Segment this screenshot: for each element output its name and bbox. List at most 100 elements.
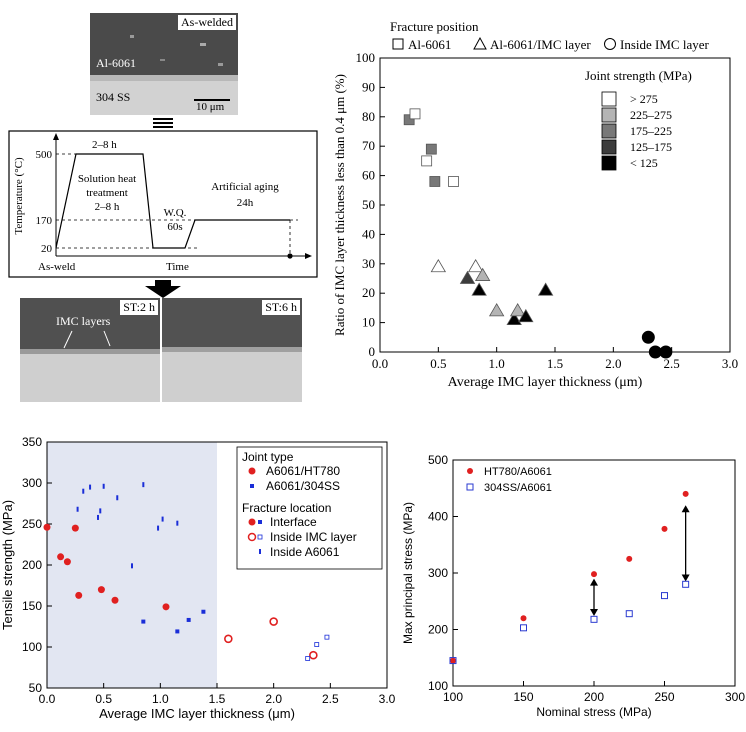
data-point [63,558,71,566]
arrow-head-up [681,505,690,513]
data-point [682,580,690,588]
y-axis-label: Ratio of IMC layer thickness less than 0… [332,74,347,336]
data-point-circle [641,330,655,344]
ht-start-label: As-weld [38,261,76,273]
legend-box [236,446,383,570]
data-point-square [429,176,441,187]
ht-solution-1: Solution heat [78,173,136,185]
data-point [75,591,83,599]
data-point [57,553,65,561]
legend-joint-label: A6061/304SS [266,479,340,493]
y-tick-label: 200 [428,623,448,637]
x-tick-label: 0.5 [430,356,446,371]
data-point [625,610,633,618]
data-point-square [421,155,433,167]
legend-fracture-marker [259,549,261,554]
data-point [591,571,597,578]
legend-joint-label: A6061/HT780 [266,464,340,478]
ht-solution-2: treatment [86,187,128,199]
ht-wq-2: 60s [167,221,182,233]
arrow-head-down [590,608,598,616]
x-axis-label: Average IMC layer thickness (μm) [99,706,295,721]
data-point-square [425,143,437,155]
legend-fracture-title: Fracture location [242,501,331,515]
y-tick-label: 150 [22,599,42,613]
data-point [141,619,146,624]
legend-shape-label: Al-6061/IMC layer [490,37,591,52]
data-point [89,484,92,490]
data-point [682,490,689,497]
data-point-triangle [474,267,491,281]
data-point [661,592,668,600]
ht-ytick-500: 500 [36,149,53,161]
data-point [175,629,180,634]
scale-label: 10 μm [196,101,225,113]
st6-tag: ST:6 h [262,300,300,315]
legend-marker [467,468,473,474]
data-point [162,603,170,611]
scale-bar [194,99,230,101]
data-point-square [409,108,421,120]
y-tick-label: 300 [22,476,42,490]
x-tick-label: 0.0 [39,692,56,706]
strength-swatch [601,91,617,107]
data-point [324,634,330,640]
y-tick-label: 50 [29,681,43,695]
legend-fracture-marker [258,520,262,524]
data-point [269,617,278,626]
ss304-label: 304 SS [96,90,131,104]
ht-aging-1: Artificial aging [211,181,279,193]
legend-fracture-marker [248,518,256,526]
data-point [82,488,85,494]
data-point [201,609,206,614]
strength-label: 225–275 [630,108,672,122]
y-tick-label: 100 [428,679,448,693]
strength-label: > 275 [630,92,658,106]
ht-ytick-170: 170 [36,215,53,227]
data-point [71,524,79,532]
strength-swatch [601,107,617,123]
x-tick-label: 1.5 [209,692,226,706]
ht-ylabel: Temperature (°C) [13,157,25,235]
data-point [97,586,105,594]
data-point [590,615,598,623]
y-tick-label: 10 [362,315,375,330]
strength-swatch [601,139,617,155]
ratio-vs-thickness-chart: 0.0 0.5 1.0 1.5 2.0 2.5 3.0 0 10 20 30 40 50 60 70 80 90… [332,19,738,390]
legend-fracture-label: Interface [270,515,317,529]
strength-label: < 125 [630,156,658,170]
x-tick-label: 3.0 [379,692,396,706]
y-tick-label: 20 [362,285,375,300]
imc-layers-label: IMC layers [56,314,111,328]
y-tick-label: 250 [22,517,42,531]
y-tick-label: 100 [22,640,42,654]
legend-joint-title: Joint type [242,450,294,464]
strength-legend-title: Joint strength (MPa) [585,68,692,83]
data-point [449,657,457,665]
x-tick-label: 0.0 [372,356,388,371]
strength-swatch [601,123,617,139]
data-point-triangle [518,308,534,323]
x-tick-label: 2.0 [605,356,621,371]
legend-shape-label: Inside IMC layer [620,37,709,52]
data-point-triangle [430,258,447,273]
data-point-triangle [506,311,522,326]
x-tick-label: 2.5 [664,356,680,371]
x-axis-label: Average IMC layer thickness (μm) [448,375,643,390]
legend-triangle-marker [473,36,487,50]
data-point-square [448,176,459,187]
y-tick-label: 80 [362,109,375,124]
ht-wq-1: W.Q. [164,207,187,219]
x-tick-label: 300 [725,690,745,704]
data-point [661,525,668,532]
ht-xlabel: Time [166,261,189,273]
data-point-square [403,114,415,126]
legend-shape-label: Al-6061 [408,37,451,52]
y-tick-label: 100 [356,50,376,65]
data-point-triangle [488,303,505,317]
legend-label: HT780/A6061 [484,466,552,478]
x-tick-label: 250 [654,690,674,704]
st2-micrograph: ST:2 h IMC layers [20,298,160,402]
data-point [43,523,51,531]
data-point [76,506,79,512]
